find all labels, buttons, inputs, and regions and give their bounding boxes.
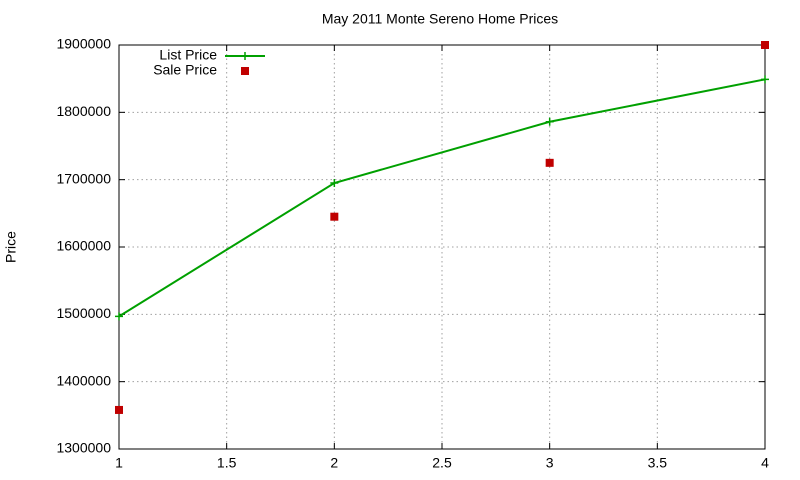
chart-title: May 2011 Monte Sereno Home Prices (322, 11, 558, 27)
y-tick-label: 1600000 (56, 238, 111, 254)
point-marker (545, 117, 554, 126)
y-axis-label: Price (3, 231, 19, 263)
y-tick-label: 1500000 (56, 305, 111, 321)
y-tick-label: 1300000 (56, 440, 111, 456)
x-tick-label: 2 (330, 455, 338, 471)
point-marker (115, 405, 123, 414)
point-marker (115, 312, 123, 321)
series-line (118, 78, 766, 318)
y-tick-label: 1900000 (56, 36, 111, 52)
x-tick-label: 3 (546, 455, 554, 471)
legend-swatch (241, 67, 249, 75)
y-tick-label: 1400000 (56, 372, 111, 388)
point-marker (761, 75, 769, 84)
x-tick-label: 4 (761, 455, 769, 471)
legend-swatch (241, 52, 249, 60)
point-marker (545, 158, 554, 167)
x-tick-label: 2.5 (432, 455, 452, 471)
legend-label: List Price (159, 47, 217, 63)
point-marker (761, 41, 769, 49)
x-tick-label: 3.5 (648, 455, 668, 471)
point-marker (330, 179, 339, 188)
x-tick-label: 1 (115, 455, 123, 471)
y-tick-label: 1800000 (56, 103, 111, 119)
x-tick-label: 1.5 (217, 455, 237, 471)
legend-label: Sale Price (153, 62, 217, 78)
point-marker (330, 212, 339, 221)
y-tick-label: 1700000 (56, 170, 111, 186)
plot-frame (118, 44, 766, 450)
